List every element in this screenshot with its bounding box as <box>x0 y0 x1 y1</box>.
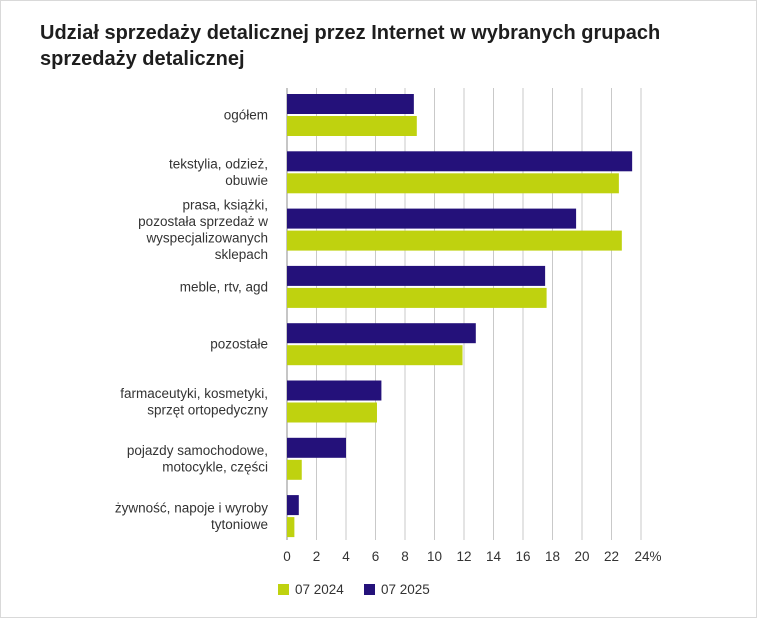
category-label: pozostałe <box>210 337 268 352</box>
bar-series-2024 <box>287 459 302 480</box>
x-tick-label: 14 <box>486 549 502 564</box>
x-axis-tick-labels: 0 2 4 6 8 10 12 14 16 18 20 22 24% <box>283 549 661 564</box>
bar-series-2024 <box>287 230 622 251</box>
category-label: ogółem <box>224 108 268 123</box>
category-labels: ogółem tekstylia, odzież, obuwie prasa, ksi… <box>115 108 268 532</box>
x-tick-label: 16 <box>515 549 530 564</box>
bar-series-2025 <box>287 323 476 344</box>
bars <box>287 94 633 538</box>
category-label-line: motocykle, części <box>162 460 268 475</box>
x-tick-label: 6 <box>372 549 380 564</box>
bar-series-2024 <box>287 116 417 136</box>
bar-series-2025 <box>287 495 299 516</box>
category-label: żywność, napoje i wyroby tytoniowe <box>115 500 268 532</box>
chart-title: Udział sprzedaży detalicznej przez Inter… <box>40 22 661 70</box>
x-tick-label: 0 <box>283 549 291 564</box>
legend-label: 07 2024 <box>295 582 344 597</box>
x-tick-label: 2 <box>313 549 321 564</box>
category-label-line: żywność, napoje i wyroby <box>115 500 268 515</box>
bar-series-2024 <box>287 517 295 538</box>
category-label-line: ogółem <box>224 108 268 123</box>
x-tick-label: 10 <box>427 549 442 564</box>
category-label: tekstylia, odzież, obuwie <box>169 157 268 189</box>
x-tick-label: 22 <box>604 549 619 564</box>
category-label-line: wyspecjalizowanych <box>145 230 268 245</box>
category-label-line: prasa, książki, <box>182 197 268 212</box>
category-label: meble, rtv, agd <box>180 279 268 294</box>
bar-series-2025 <box>287 151 633 172</box>
x-tick-label: 12 <box>456 549 471 564</box>
bar-series-2025 <box>287 437 346 458</box>
bar-series-2025 <box>287 265 546 286</box>
category-label: pojazdy samochodowe, motocykle, części <box>127 443 268 475</box>
bar-series-2024 <box>287 287 547 308</box>
x-tick-label: 20 <box>574 549 589 564</box>
category-label-line: sklepach <box>215 247 268 262</box>
category-label-line: tekstylia, odzież, <box>169 157 268 172</box>
category-label-line: tytoniowe <box>211 517 268 532</box>
category-label-line: pozostałe <box>210 337 268 352</box>
bar-series-2024 <box>287 402 377 423</box>
category-label-line: obuwie <box>225 173 268 188</box>
category-label-line: sprzęt ortopedyczny <box>147 402 268 417</box>
category-label-line: farmaceutyki, kosmetyki, <box>120 386 268 401</box>
legend: 07 2024 07 2025 <box>278 582 430 597</box>
category-label-line: pozostała sprzedaż w <box>138 214 268 229</box>
x-tick-label: 4 <box>342 549 350 564</box>
bar-series-2024 <box>287 345 463 366</box>
legend-swatch <box>278 584 289 595</box>
bar-series-2024 <box>287 173 619 194</box>
category-label: prasa, książki, pozostała sprzedaż w wyspe… <box>138 197 268 262</box>
category-label-line: pojazdy samochodowe, <box>127 443 268 458</box>
legend-label: 07 2025 <box>381 582 430 597</box>
x-tick-label: 18 <box>545 549 560 564</box>
x-tick-label: 8 <box>401 549 409 564</box>
bar-series-2025 <box>287 380 382 401</box>
category-label-line: meble, rtv, agd <box>180 279 268 294</box>
category-label: farmaceutyki, kosmetyki, sprzęt ortopedyc… <box>120 386 268 418</box>
bar-series-2025 <box>287 208 577 229</box>
legend-swatch <box>364 584 375 595</box>
x-tick-label: 24% <box>634 549 661 564</box>
bar-series-2025 <box>287 94 414 114</box>
